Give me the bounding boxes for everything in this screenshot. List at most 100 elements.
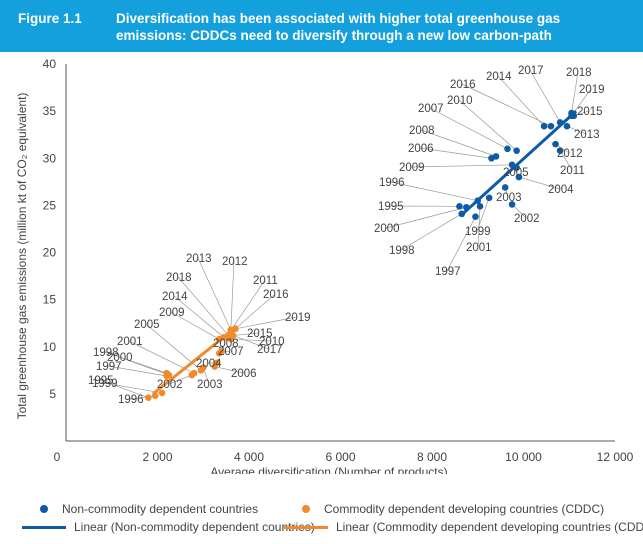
y-axis-label: Total greenhouse gas emissions (million … <box>15 93 29 420</box>
x-tick-label: 4 000 <box>234 450 264 464</box>
data-point <box>218 348 225 355</box>
annotation-leader <box>230 260 235 333</box>
data-point <box>508 201 516 208</box>
data-point <box>556 147 564 155</box>
year-label: 2013 <box>186 253 212 265</box>
legend-text-cddc: Commodity dependent developing countries… <box>324 502 605 516</box>
annotation-leader <box>497 75 545 127</box>
year-label: 2014 <box>486 71 512 83</box>
year-label: 2000 <box>374 223 400 235</box>
annotation-leader <box>566 125 587 135</box>
x-tick-label: 2 000 <box>142 450 172 464</box>
data-point <box>552 140 559 148</box>
annotation-leader <box>168 374 192 385</box>
annotation-leader <box>99 379 149 398</box>
year-label: 2003 <box>496 192 522 204</box>
year-label: 1998 <box>93 347 119 359</box>
data-points <box>145 109 578 401</box>
annotation-leader <box>118 356 170 376</box>
data-point <box>547 122 555 130</box>
year-label: 2001 <box>466 242 492 254</box>
data-point <box>476 203 484 210</box>
legend-marker-non-cddc <box>40 505 48 513</box>
year-label: 2004 <box>196 358 222 370</box>
trendlines <box>151 110 578 396</box>
annotation-leader <box>103 382 163 394</box>
data-point <box>188 371 196 379</box>
data-point <box>513 147 520 155</box>
figure-label: Figure 1.1 <box>18 11 82 26</box>
data-point <box>556 119 564 126</box>
year-label: 2012 <box>222 256 248 268</box>
y-tick-label: 20 <box>43 246 57 260</box>
annotation-leader <box>235 293 276 330</box>
data-point <box>568 112 575 120</box>
chart-legend: Non-commodity dependent countries Commod… <box>0 474 643 544</box>
data-point <box>225 332 232 339</box>
data-point <box>158 389 166 397</box>
annotation-leader <box>197 257 232 330</box>
year-label: 2018 <box>166 272 192 284</box>
year-label: 2017 <box>257 344 283 356</box>
year-label: 2002 <box>157 379 183 391</box>
year-label: 2000 <box>107 352 133 364</box>
year-label: 2009 <box>159 307 185 319</box>
year-label: 1995 <box>378 201 404 213</box>
annotation-leader <box>170 311 220 340</box>
year-label: 2016 <box>263 289 289 301</box>
chart-axes <box>65 64 615 442</box>
year-label: 2005 <box>503 167 529 179</box>
year-label: 2010 <box>447 95 473 107</box>
legend-marker-cddc <box>302 505 310 513</box>
x-tick-label: 0 <box>54 450 61 464</box>
year-label: 2011 <box>253 275 278 287</box>
year-label: 2006 <box>408 143 434 155</box>
tick-labels: 0 2 000 4 000 6 000 8 000 10 000 12 000 5 10 15 20… <box>43 57 634 464</box>
x-tick-label: 8 000 <box>417 450 447 464</box>
legend-text-non-cddc: Non-commodity dependent countries <box>62 502 259 516</box>
y-tick-label: 15 <box>43 293 57 307</box>
data-point <box>474 197 482 204</box>
year-label: 1996 <box>118 394 144 406</box>
legend-item-linear-non-cddc: Linear (Non-commodity dependent countrie… <box>22 520 315 534</box>
figure-banner: Figure 1.1 Diversification has been asso… <box>0 0 643 52</box>
annotation-leader <box>390 181 478 202</box>
x-axis-label: Average diversification (Number of produ… <box>210 465 447 474</box>
year-label: 2016 <box>450 79 476 91</box>
legend-text-linear-cddc: Linear (Commodity dependent developing c… <box>336 520 643 534</box>
year-label: 2003 <box>197 379 223 391</box>
year-label: 1998 <box>389 245 415 257</box>
y-tick-label: 10 <box>43 340 57 354</box>
y-tick-label: 5 <box>49 387 56 401</box>
legend-item-linear-cddc: Linear (Commodity dependent developing c… <box>284 520 643 534</box>
year-label: 1999 <box>92 378 118 390</box>
data-point <box>515 173 523 181</box>
annotation-leader <box>232 332 260 336</box>
data-point <box>231 325 239 333</box>
annotation-leader <box>461 83 552 127</box>
year-label: 2007 <box>418 103 444 115</box>
data-point <box>540 122 548 130</box>
data-point <box>145 394 152 401</box>
data-point <box>504 145 511 153</box>
legend-line-cddc <box>284 525 328 529</box>
data-point <box>563 122 571 130</box>
annotation-leader <box>104 351 167 374</box>
annotation-leader <box>446 216 476 272</box>
data-point <box>501 184 509 191</box>
year-label: 2015 <box>247 328 273 340</box>
annotation-leader <box>385 206 467 229</box>
annotation-leader <box>420 129 497 157</box>
year-label: 2017 <box>518 65 544 77</box>
y-tick-label: 40 <box>43 57 57 71</box>
year-label: 2002 <box>514 213 540 225</box>
annotation-leader <box>230 338 272 342</box>
annotation-leader <box>173 295 225 338</box>
legend-item-cddc: Commodity dependent developing countries… <box>302 502 604 516</box>
year-label: 2018 <box>566 67 592 79</box>
year-label: 1999 <box>465 226 491 238</box>
data-point <box>485 194 493 202</box>
annotation-leader <box>559 150 573 171</box>
data-point <box>211 363 218 370</box>
scatter-chart: 0 2 000 4 000 6 000 8 000 10 000 12 000 5 10 15 20… <box>15 57 634 474</box>
